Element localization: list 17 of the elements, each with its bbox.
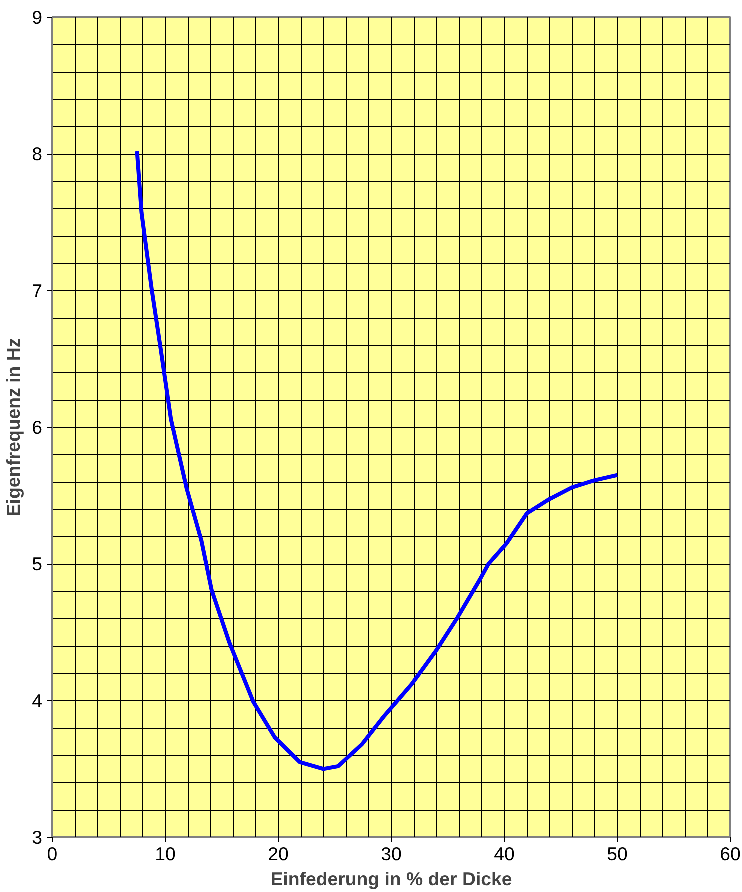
- y-tick-label: 6: [32, 417, 43, 438]
- y-axis-title: Eigenfrequenz in Hz: [3, 338, 24, 517]
- x-tick-label: 40: [494, 844, 515, 864]
- y-tick-label: 5: [32, 554, 43, 575]
- y-tick-label: 4: [32, 690, 43, 712]
- y-tick-label: 7: [32, 280, 43, 302]
- x-axis-title: Einfederung in % der Dicke: [270, 868, 512, 890]
- x-tick-label: 0: [47, 844, 58, 864]
- x-tick-label: 30: [381, 844, 402, 864]
- y-tick-label: 3: [32, 827, 43, 848]
- y-tick-label: 8: [32, 144, 43, 165]
- x-tick-label: 60: [720, 844, 741, 864]
- x-tick-label: 20: [268, 844, 289, 864]
- line-series: [135, 149, 620, 772]
- x-tick-label: 50: [607, 844, 628, 864]
- y-tick-label: 9: [32, 7, 43, 28]
- x-tick-label: 10: [155, 844, 176, 864]
